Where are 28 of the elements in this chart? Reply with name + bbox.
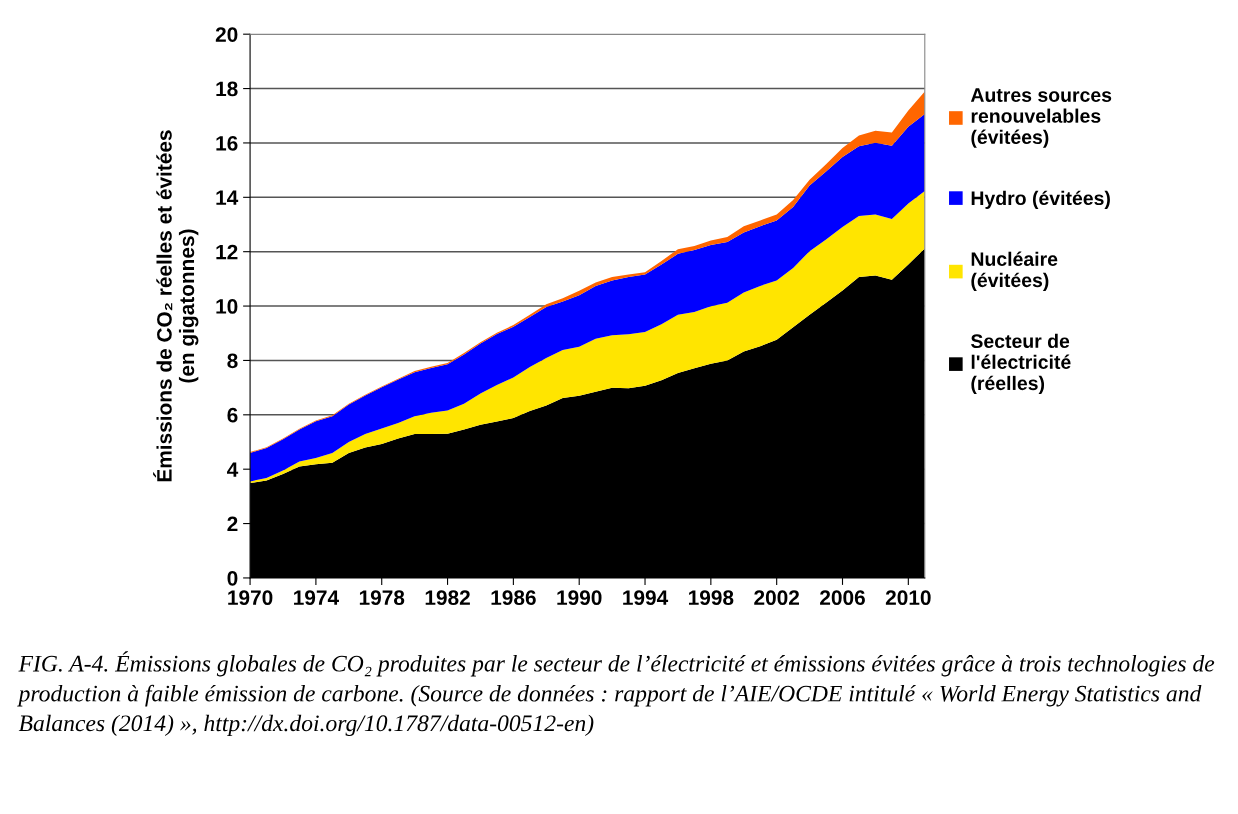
y-tick-label: 16: [216, 135, 238, 151]
y-tick-label: 20: [215, 27, 238, 42]
x-tick-label: 1982: [425, 590, 470, 606]
x-tick-label: 1970: [228, 590, 273, 606]
legend-label: Nucléaire (évitées): [971, 251, 1058, 291]
text: FIG. A-4. Émissions globales de CO₂ produites par le secteur de l’électricité et émissions évitées grâce à trois technologies de production à faible émission de carbone. (Source de données : rapport de l’AIE/OCDE intitulé « World Energy Statistics and Balances (2014) », http://dx.doi.org/10.1787/data-00512-en): [17, 651, 1215, 737]
x-tick-label: 2006: [820, 590, 865, 606]
x-tick-label: 1986: [491, 590, 536, 606]
y-tick-label: 18: [216, 81, 238, 97]
y-axis-title: Émissions de CO₂ réelles et évitées (en gigatonnes): [153, 130, 199, 482]
y-tick-label: 14: [216, 190, 239, 205]
x-tick-label: 1978: [359, 590, 405, 606]
x-tick-label: 2010: [885, 590, 931, 606]
y-tick-label: 10: [216, 299, 238, 314]
legend-label: Hydro (évitées): [971, 190, 1110, 209]
x-tick-label: 2002: [754, 590, 800, 606]
legend-label: Secteur de l'électricité (réelles): [970, 333, 1071, 394]
y-tick-label: 6: [227, 407, 238, 423]
y-tick-label: 2: [227, 516, 238, 532]
x-tick-label: 1974: [294, 590, 339, 606]
y-tick-label: 4: [227, 462, 239, 477]
legend-label: Autres sources renouvelables (évitées): [970, 88, 1112, 148]
y-tick-label: 8: [227, 353, 238, 369]
y-tick-label: 0: [227, 570, 238, 586]
x-tick-label: 1994: [623, 590, 669, 606]
y-tick-label: 12: [216, 244, 238, 260]
x-tick-label: 1990: [557, 590, 602, 606]
x-tick-label: 1998: [688, 590, 734, 606]
